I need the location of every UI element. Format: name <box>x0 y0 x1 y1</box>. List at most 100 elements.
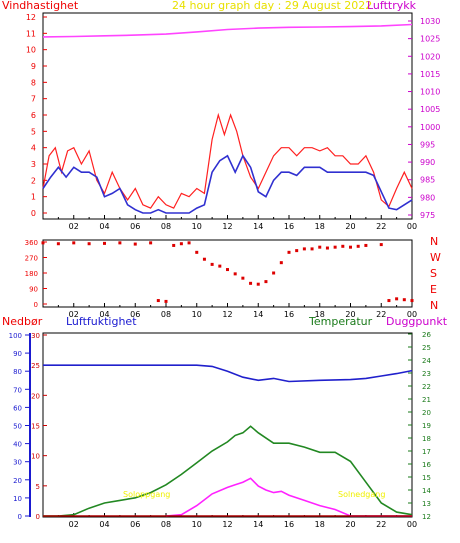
series-lufttrykk <box>42 23 413 38</box>
x-tick-label: 04 <box>99 520 109 529</box>
left-axis-label-luftfuktighet: Luftfuktighet <box>66 315 137 328</box>
y-right-tick-label: 1015 <box>420 70 440 79</box>
y-far-left-tick-label: 60 <box>13 404 22 412</box>
y-far-left-tick-label: 10 <box>13 495 22 503</box>
wind-direction-point <box>387 299 391 303</box>
y-left-tick-label: 0 <box>31 209 36 218</box>
y-left-tick-label: 180 <box>25 270 38 278</box>
x-tick-label: 04 <box>99 222 109 231</box>
x-tick-label: 06 <box>130 222 140 231</box>
x-tick-label: 18 <box>315 222 325 231</box>
y-right-tick-label: 24 <box>422 357 431 365</box>
y-right-tick-label: 26 <box>422 331 431 339</box>
y-far-left-tick-label: 50 <box>13 423 22 431</box>
wind-direction-point <box>287 250 291 254</box>
wind-direction-point <box>341 244 345 248</box>
y-left-tick-label: 8 <box>31 78 36 87</box>
y-left-tick-label: 5 <box>31 127 36 136</box>
y-far-left-tick-label: 100 <box>9 332 22 340</box>
wind-direction-point <box>410 299 414 303</box>
left-axis-label-vindhastighet: Vindhastighet <box>2 0 79 12</box>
wind-direction-point <box>333 245 337 249</box>
wind-direction-point <box>233 272 237 276</box>
x-tick-label: 20 <box>345 520 355 529</box>
temperature-humidity-plot: 02 04 06 08 10 12 14 16 18 20 22 000102030405060708… <box>9 331 432 529</box>
x-tick-label: 10 <box>192 222 202 231</box>
x-tick-label: 12 <box>222 520 232 529</box>
x-tick-label: 18 <box>315 520 325 529</box>
y-right-tick-label: 1005 <box>420 105 440 114</box>
x-tick-label: 14 <box>253 310 263 319</box>
y-right-tick-label: 14 <box>422 487 431 495</box>
x-tick-label: 00 <box>407 520 417 529</box>
x-tick-label: 02 <box>69 520 79 529</box>
y-right-tick-label: 1020 <box>420 52 440 61</box>
y-left-tick-label: 4 <box>31 144 36 153</box>
x-tick-label: 20 <box>345 310 355 319</box>
y-left-tick-label: 360 <box>25 239 38 247</box>
wind-direction-point <box>133 242 137 246</box>
wind-direction-point <box>164 299 168 303</box>
wind-direction-point <box>295 249 299 253</box>
wind-direction-point <box>56 242 60 246</box>
wind-direction-point <box>310 247 314 251</box>
wind-direction-point <box>249 281 253 285</box>
y-left-tick-label: 1 <box>31 193 36 202</box>
y-right-tick-label: 25 <box>422 344 431 352</box>
y-left-tick-label: 6 <box>31 111 36 120</box>
x-tick-label: 22 <box>376 520 386 529</box>
y-right-tick-label: 13 <box>422 500 431 508</box>
y-left-tick-label: 10 <box>31 453 40 461</box>
wind-direction-point <box>202 257 206 261</box>
y-left-tick-label: 30 <box>31 332 40 340</box>
right-axis-label-duggpunkt: Duggpunkt <box>386 315 448 328</box>
y-right-tick-label: 1000 <box>420 123 440 132</box>
y-far-left-tick-label: 0 <box>18 513 22 521</box>
x-tick-label: 08 <box>161 222 171 231</box>
wind-direction-point <box>179 242 183 246</box>
wind-direction-point <box>195 250 199 254</box>
wind-direction-point <box>172 243 176 247</box>
y-right-tick-label: 985 <box>420 176 435 185</box>
x-tick-label: 06 <box>130 520 140 529</box>
x-tick-label: 14 <box>253 520 263 529</box>
y-left-tick-label: 9 <box>31 62 36 71</box>
y-right-tick-label: 17 <box>422 448 431 456</box>
series-luftfuktighet <box>43 364 413 383</box>
y-left-tick-label: 7 <box>31 95 36 104</box>
y-right-tick-label: 975 <box>420 211 435 220</box>
wind-direction-point <box>264 280 268 284</box>
wind-direction-point <box>156 299 160 303</box>
y-left-tick-label: 0 <box>34 301 38 309</box>
y-far-left-tick-label: 70 <box>13 386 22 394</box>
wind-direction-point <box>226 268 229 272</box>
x-tick-label: 20 <box>345 222 355 231</box>
x-tick-label: 16 <box>284 222 294 231</box>
y-left-tick-label: 20 <box>31 392 40 400</box>
y-left-tick-label: 25 <box>31 362 40 370</box>
y-far-left-tick-label: 40 <box>13 441 22 449</box>
x-tick-label: 10 <box>192 310 202 319</box>
y-left-tick-label: 270 <box>25 255 38 263</box>
right-axis-label-temperatur: Temperatur <box>308 315 373 328</box>
x-tick-label: 06 <box>130 310 140 319</box>
y-right-tick-label: 995 <box>420 140 435 149</box>
x-tick-label: 00 <box>407 310 417 319</box>
y-left-tick-label: 0 <box>36 513 40 521</box>
compass-label: N <box>430 299 438 312</box>
y-right-tick-label: 12 <box>422 513 431 521</box>
y-right-tick-label: 990 <box>420 158 435 167</box>
x-tick-label: 02 <box>69 310 79 319</box>
panel-wind-pressure: 02 04 06 08 10 12 14 16 18 20 22 000123456789101112… <box>2 0 440 231</box>
wind-direction-point <box>187 241 191 245</box>
wind-direction-point <box>241 276 245 280</box>
x-tick-label: 04 <box>99 310 109 319</box>
wind-direction-point <box>402 298 406 302</box>
x-tick-label: 10 <box>192 520 202 529</box>
wind-direction-point <box>41 241 45 245</box>
y-left-tick-label: 11 <box>26 29 36 38</box>
wind-direction-point <box>318 245 322 249</box>
